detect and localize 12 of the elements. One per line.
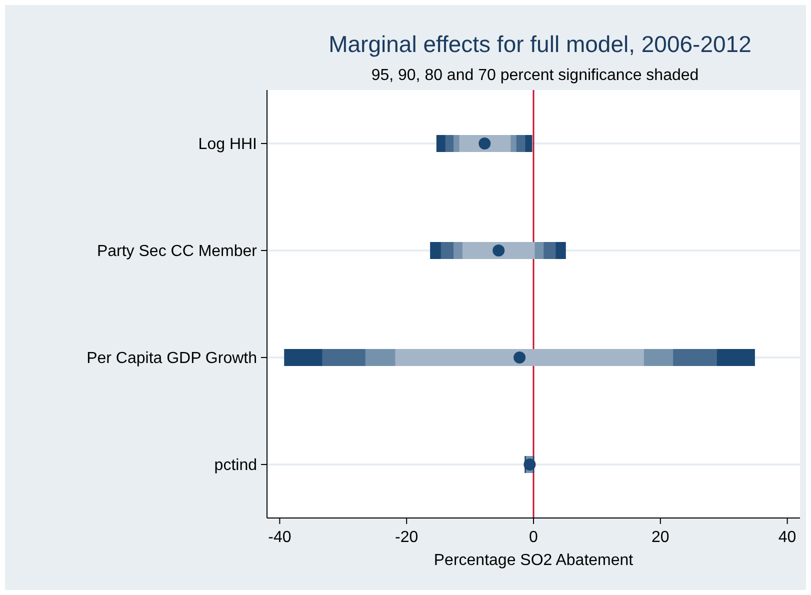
chart-title: Marginal effects for full model, 2006-2012	[328, 31, 752, 57]
y-tick-label: Log HHI	[198, 136, 257, 154]
y-tick-label: pctind	[214, 457, 257, 474]
chart-subtitle: 95, 90, 80 and 70 percent significance shaded	[371, 67, 699, 84]
x-axis-title: Percentage SO2 Abatement	[434, 552, 634, 569]
x-tick-label: -20	[395, 529, 418, 546]
x-tick-label: 0	[529, 529, 538, 546]
x-tick-label: -40	[268, 529, 292, 546]
y-tick-label: Per Capita GDP Growth	[86, 350, 257, 368]
y-tick-label: Party Sec CC Member	[96, 243, 258, 260]
x-tick-label: 40	[778, 529, 796, 546]
x-tick-label: 20	[652, 529, 670, 546]
